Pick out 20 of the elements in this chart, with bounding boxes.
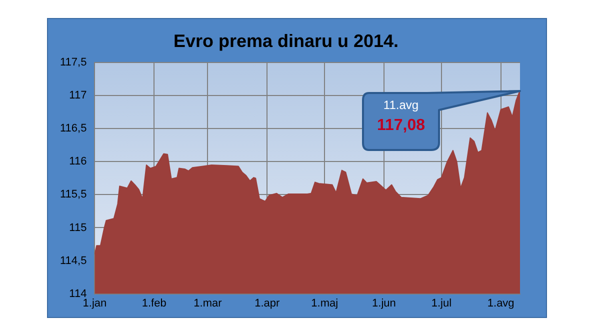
x-tick-label: 1.jun xyxy=(372,297,396,310)
y-tick-label: 117 xyxy=(69,90,87,102)
y-tick-label: 116 xyxy=(69,156,87,168)
x-tick-label: 1.mar xyxy=(194,297,222,310)
x-tick-label: 1.apr xyxy=(254,297,280,310)
y-tick-label: 114 xyxy=(69,288,87,300)
x-tick-label: 1.feb xyxy=(142,297,166,310)
y-tick-label: 116,5 xyxy=(60,122,87,135)
annotation: 11.avg xyxy=(382,96,420,114)
y-tick-label: 114,5 xyxy=(60,254,87,267)
x-tick-label: 1.avg xyxy=(487,297,514,310)
speech-bubble: 11.avg 117,08 xyxy=(361,90,521,152)
annotation: 117,08 xyxy=(376,116,426,136)
y-tick-label: 115 xyxy=(69,222,87,234)
x-tick-label: 1.jul xyxy=(431,297,452,310)
y-tick-label: 117,5 xyxy=(60,56,87,69)
x-tick-label: 1.jan xyxy=(82,297,107,310)
y-tick-label: 115,5 xyxy=(60,188,87,201)
x-tick-label: 1.maj xyxy=(311,297,338,310)
chart-title: Evro prema dinaru u 2014. xyxy=(173,30,399,51)
